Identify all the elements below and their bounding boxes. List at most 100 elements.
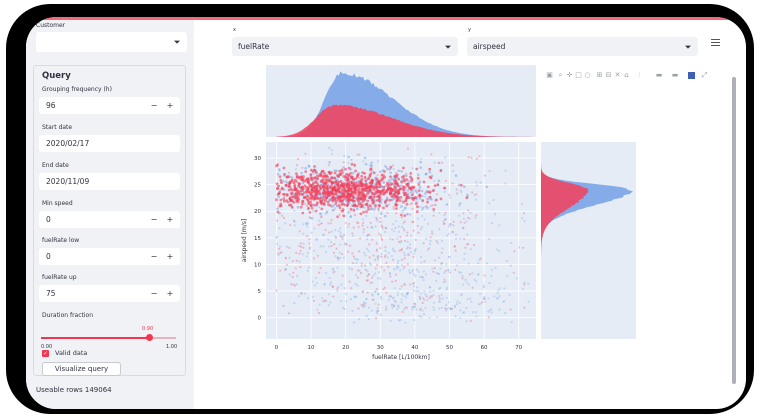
fuelrate-low-input[interactable]: 0 − + (39, 248, 180, 265)
scatter-point-red (292, 201, 296, 204)
decrement-button[interactable]: − (150, 252, 158, 261)
scatter-point-blue (448, 223, 452, 226)
scatter-point-blue (368, 262, 372, 265)
visualize-query-button[interactable]: Visualize query (42, 362, 121, 376)
scatter-point-red (451, 230, 454, 234)
hamburger-menu-icon[interactable] (711, 39, 720, 47)
scatter-point-red (351, 194, 355, 198)
end-date-input[interactable]: 2020/11/09 (39, 173, 180, 190)
box-select-icon[interactable]: □ (575, 71, 582, 79)
scatter-point-red (399, 187, 402, 191)
scatter-point-red (438, 297, 441, 300)
scatter-point-red (283, 216, 286, 220)
scatter-point-red (350, 158, 353, 161)
scatter-point-red (304, 196, 308, 199)
scatter-point-blue (348, 267, 351, 270)
scatter-point-blue (351, 309, 354, 312)
decrement-button[interactable]: − (150, 101, 158, 110)
scatter-point-blue (465, 281, 468, 284)
scatter-point-blue (475, 280, 478, 283)
scatter-point-blue (429, 286, 432, 289)
zoom-in-icon[interactable]: ⊞ (596, 71, 603, 79)
zoom-out-icon[interactable]: ⊟ (605, 71, 612, 79)
fullscreen-icon[interactable]: ⤢ (701, 71, 708, 79)
increment-button[interactable]: + (166, 252, 174, 261)
scatter-point-blue (314, 178, 317, 182)
autoscale-icon[interactable]: ✕ (614, 71, 621, 79)
scatter-point-red (393, 185, 397, 189)
scatter-point-blue (439, 286, 442, 289)
scatter-point-red (409, 203, 412, 206)
scatter-point-red (349, 188, 353, 192)
valid-data-checkbox[interactable]: ✓ (42, 350, 49, 357)
scatter-point-red (439, 169, 443, 173)
duration-slider-thumb[interactable] (146, 334, 153, 341)
scatter-point-blue (415, 308, 418, 311)
plotly-logo-icon[interactable] (688, 72, 695, 79)
scatter-point-red (343, 182, 347, 186)
scatter-point-red (314, 209, 318, 213)
scatter-point-blue (306, 225, 309, 228)
reset-axes-icon[interactable]: ⌂ (624, 71, 629, 79)
grouping-frequency-input[interactable]: 96 − + (39, 97, 180, 114)
scatter-point-red (369, 195, 373, 198)
x-axis-select[interactable]: fuelRate (232, 37, 458, 56)
scatter-point-blue (523, 220, 526, 223)
scatter-point-blue (341, 238, 344, 241)
scatter-point-blue (373, 209, 376, 212)
scatter-point-red (378, 199, 381, 203)
scatter-point-blue (416, 217, 419, 220)
customer-select[interactable] (36, 32, 187, 52)
scatter-point-blue (456, 300, 459, 303)
start-date-input[interactable]: 2020/02/17 (39, 135, 180, 152)
scatter-point-red (346, 178, 350, 181)
scatter-point-red (383, 269, 386, 272)
increment-button[interactable]: + (166, 215, 174, 224)
y-axis-select[interactable]: airspeed (467, 37, 698, 56)
scatter-point-red (428, 167, 432, 171)
camera-icon[interactable]: ▣ (546, 71, 553, 79)
scatter-point-red (337, 204, 341, 207)
scatter-point-red (325, 196, 329, 200)
scatter-point-blue (438, 228, 441, 231)
y-tick-label: 0 (258, 316, 262, 322)
scatter-point-red (450, 307, 454, 310)
fuelrate-up-input[interactable]: 75 − + (39, 285, 180, 302)
scatter-point-red (357, 199, 360, 203)
scatter-point-blue (334, 255, 337, 258)
scatter-point-blue (330, 153, 334, 156)
scatter-point-red (333, 270, 336, 273)
scatter-point-red (377, 209, 380, 212)
scatter-point-blue (308, 247, 311, 250)
scatter-point-red (286, 175, 289, 179)
zoom-icon[interactable]: ⌕ (558, 71, 563, 79)
hover-closest-icon[interactable]: ▬ (655, 71, 663, 79)
vertical-scrollbar[interactable] (732, 77, 736, 384)
scatter-point-blue (366, 270, 369, 273)
scatter-point-blue (466, 298, 469, 301)
scatter-point-red (368, 173, 372, 177)
scatter-point-blue (363, 305, 366, 308)
decrement-button[interactable]: − (150, 215, 158, 224)
scatter-point-red (386, 187, 390, 191)
grouping-frequency-value: 96 (46, 101, 56, 110)
scatter-point-red (361, 224, 364, 227)
decrement-button[interactable]: − (150, 289, 158, 298)
spike-lines-icon[interactable]: ⫶ (638, 71, 641, 79)
lasso-icon[interactable]: ○ (584, 71, 591, 79)
min-speed-input[interactable]: 0 − + (39, 211, 180, 228)
increment-button[interactable]: + (166, 101, 174, 110)
scatter-point-blue (423, 290, 426, 293)
scatter-point-red (336, 287, 339, 290)
hover-compare-icon[interactable]: ▬ (671, 71, 679, 79)
pan-icon[interactable]: ✛ (566, 71, 573, 79)
scatter-point-red (377, 179, 381, 183)
scatter-point-blue (400, 225, 403, 228)
scatter-point-blue (338, 257, 342, 260)
scatter-point-blue (460, 191, 463, 194)
increment-button[interactable]: + (166, 289, 174, 298)
scatter-point-blue (445, 203, 449, 206)
scatter-point-red (287, 185, 291, 189)
scatter-point-red (464, 246, 467, 249)
scatter-point-blue (353, 321, 356, 324)
